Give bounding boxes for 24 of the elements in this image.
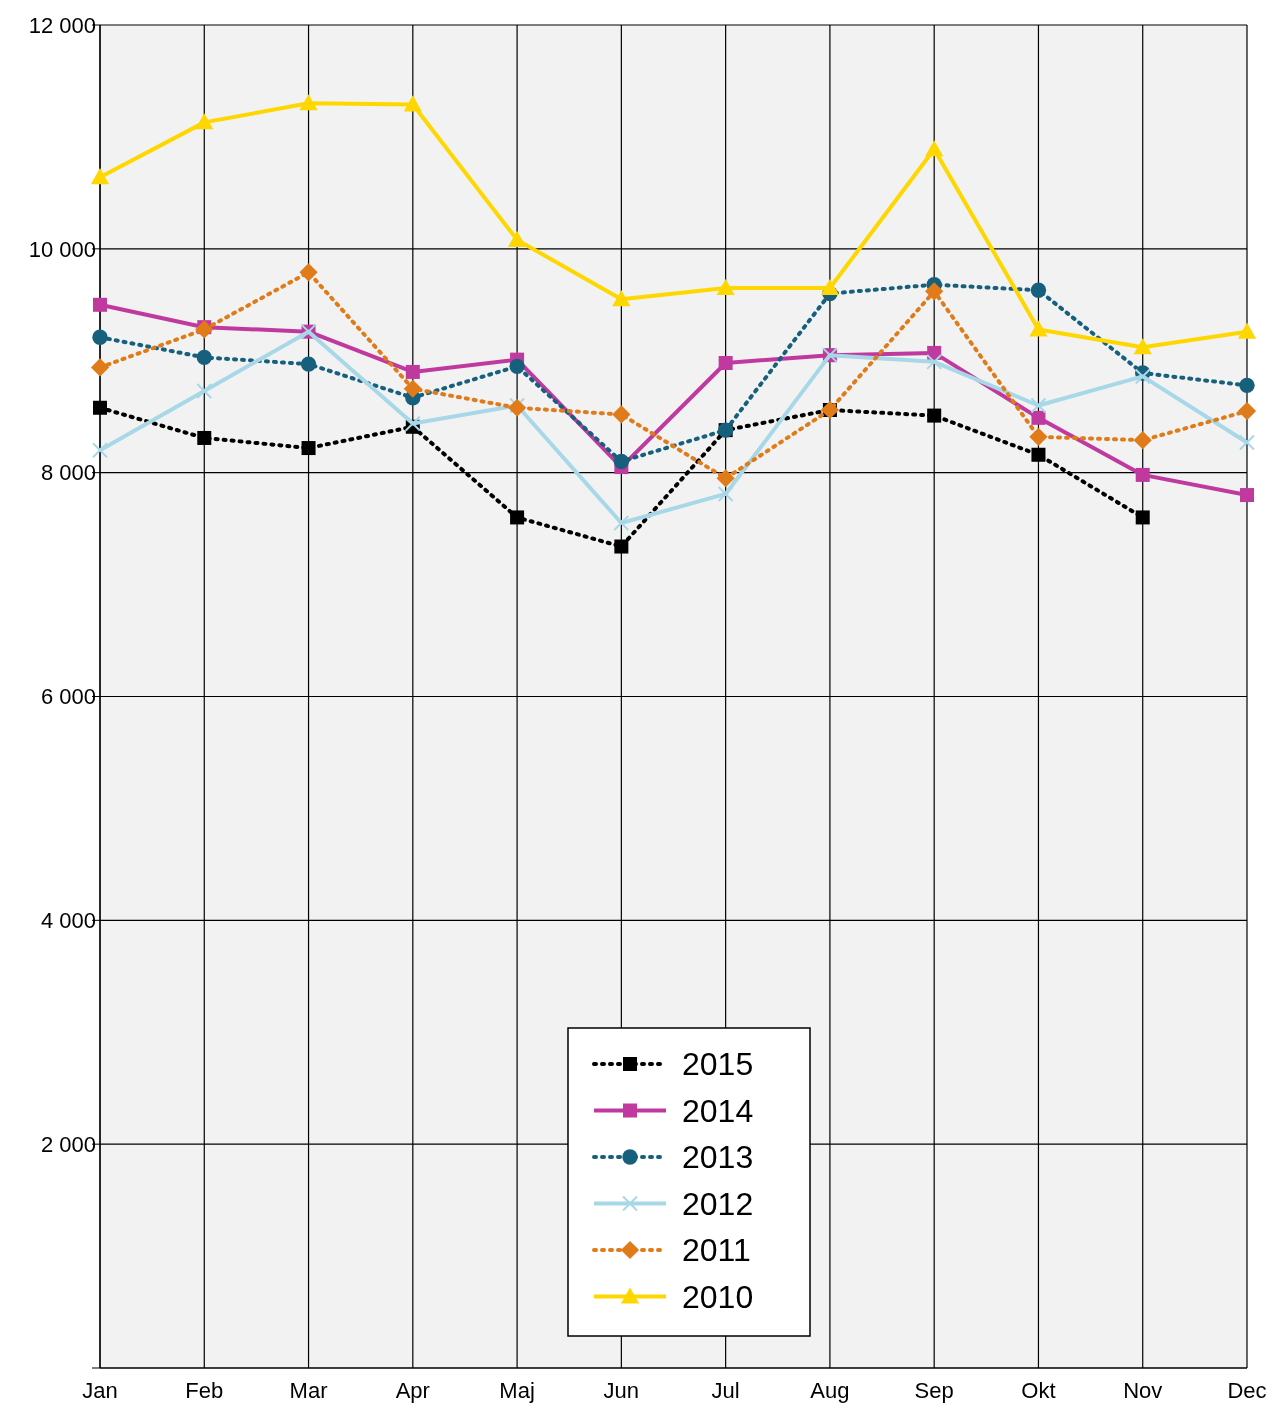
x-tick-label: Maj [499, 1378, 535, 1403]
legend-label: 2014 [682, 1092, 754, 1129]
x-tick-label: Okt [1021, 1378, 1056, 1403]
x-tick-label: Jan [82, 1378, 118, 1403]
y-tick-label: 2 000 [40, 1131, 96, 1157]
x-tick-label: Apr [395, 1378, 430, 1403]
x-tick-label: Dec [1227, 1378, 1267, 1403]
legend-label: 2015 [682, 1046, 754, 1083]
x-tick-label: Jun [603, 1378, 640, 1403]
x-tick-label: Aug [810, 1378, 850, 1403]
y-tick-label: 8 000 [40, 460, 96, 486]
legend-label: 2011 [682, 1232, 751, 1269]
x-tick-label: Feb [185, 1378, 224, 1403]
x-tick-label: Mar [289, 1378, 328, 1403]
legend-label: 2010 [682, 1278, 754, 1315]
y-tick-label: 12 000 [28, 12, 96, 38]
legend-label: 2012 [682, 1185, 754, 1222]
y-tick-label: 10 000 [28, 236, 96, 262]
y-tick-label: 6 000 [40, 684, 96, 710]
x-tick-label: Sep [914, 1378, 954, 1403]
legend-label: 2013 [682, 1139, 754, 1176]
x-tick-label: Nov [1123, 1378, 1163, 1403]
x-tick-label: Jul [711, 1378, 740, 1403]
y-tick-label: 4 000 [40, 908, 96, 934]
